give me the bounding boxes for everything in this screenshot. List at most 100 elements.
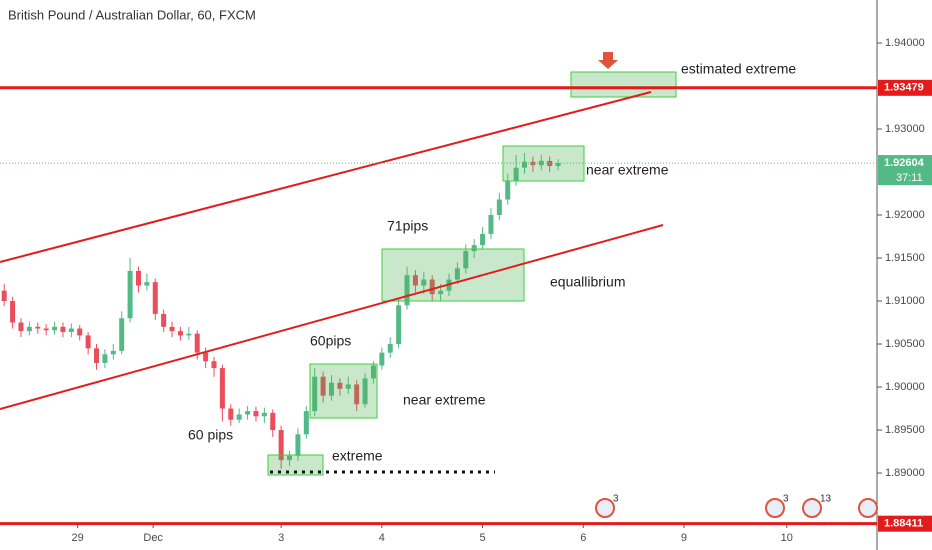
candle-body (505, 180, 511, 200)
candle-body (1, 290, 7, 302)
price-label-box (878, 79, 932, 96)
candle-body (287, 455, 293, 461)
annotation: 60pips (310, 333, 351, 349)
candle-body (396, 305, 402, 345)
candle-body (362, 378, 368, 405)
event-count: 3 (783, 494, 789, 505)
candle-body (77, 328, 83, 336)
box (309, 363, 378, 419)
candle-body (480, 233, 486, 246)
candle-body (127, 270, 133, 319)
annotation: extreme (332, 448, 383, 464)
candle-body (522, 161, 528, 168)
candle-body (412, 275, 418, 286)
candle-body (194, 333, 200, 353)
candle-body (471, 245, 477, 252)
plot-area (1, 153, 561, 469)
candle-body (52, 326, 58, 331)
candle-body (320, 376, 326, 396)
x-tick-label: Dec (143, 532, 163, 544)
box (570, 71, 677, 98)
annotation: 60 pips (188, 427, 233, 443)
candle-body (513, 167, 519, 181)
candle-body (488, 215, 494, 234)
candle-body (278, 430, 284, 461)
candle-body (261, 412, 267, 417)
candle-body (555, 163, 561, 166)
x-tick-label: 9 (681, 532, 687, 544)
countdown: 37:11 (896, 172, 923, 184)
candle-body (203, 352, 209, 362)
candle-body (463, 251, 469, 269)
candle-body (404, 275, 410, 306)
y-tick-label: 1.93000 (885, 123, 925, 135)
candle-body (354, 384, 360, 405)
candle-body (135, 270, 141, 286)
candle-body (60, 326, 66, 332)
candle-body (496, 199, 502, 216)
annotation: near extreme (586, 162, 669, 178)
candle-body (270, 412, 276, 431)
y-tick-label: 1.91500 (885, 252, 925, 264)
candle-body (35, 326, 41, 329)
x-tick-label: 29 (72, 532, 84, 544)
event-icon (765, 498, 785, 518)
candle-body (303, 411, 309, 435)
box (267, 454, 324, 476)
candle-body (68, 328, 74, 332)
y-tick-label: 1.92000 (885, 209, 925, 221)
arrow (598, 52, 618, 69)
trend-line (0, 224, 664, 410)
candle-body (337, 382, 343, 389)
event-icon (858, 498, 878, 518)
annotation: 71pips (387, 218, 428, 234)
price-label: 1.88411 (884, 518, 923, 530)
candle-body (236, 414, 242, 420)
candle-body (211, 361, 217, 369)
x-tick-label: 6 (580, 532, 586, 544)
candle-body (429, 279, 435, 295)
candle-body (169, 326, 175, 332)
candle-body (10, 301, 16, 323)
candle-body (295, 434, 301, 456)
candle-body (454, 268, 460, 280)
y-tick-label: 1.89000 (885, 467, 925, 479)
candle-body (43, 328, 49, 331)
candle-body (345, 384, 351, 389)
annotation: estimated extreme (681, 61, 796, 77)
price-label: 1.93479 (884, 82, 924, 94)
candle-body (253, 411, 259, 417)
candle-body (538, 160, 544, 166)
chart-title: British Pound / Australian Dollar, 60, F… (8, 7, 256, 22)
y-tick-label: 1.91000 (885, 295, 925, 307)
event-count: 13 (820, 494, 832, 505)
candle-body (152, 282, 158, 314)
candle-body (328, 382, 334, 396)
candle-body (110, 350, 116, 355)
annotation: equallibrium (550, 274, 625, 290)
y-tick-label: 1.90000 (885, 381, 925, 393)
candle-body (379, 352, 385, 366)
annotation: near extreme (403, 392, 486, 408)
candle-body (530, 161, 536, 166)
candle-body (177, 331, 183, 336)
event-icon (595, 498, 615, 518)
candle-body (219, 368, 225, 409)
event-count: 3 (613, 494, 619, 505)
candle-body (421, 279, 427, 286)
y-tick-label: 1.90500 (885, 338, 925, 350)
candle-body (387, 344, 393, 353)
x-tick-label: 4 (379, 532, 385, 544)
x-tick-label: 3 (278, 532, 284, 544)
candle-body (228, 408, 234, 420)
price-label-box (878, 155, 932, 186)
candle-body (312, 376, 318, 412)
candle-body (161, 313, 167, 327)
candle-body (85, 335, 91, 349)
candle-body (370, 365, 376, 379)
candle-body (94, 348, 100, 363)
candle-body (245, 411, 251, 415)
price-label-box (878, 515, 932, 532)
x-tick-label: 10 (781, 532, 793, 544)
